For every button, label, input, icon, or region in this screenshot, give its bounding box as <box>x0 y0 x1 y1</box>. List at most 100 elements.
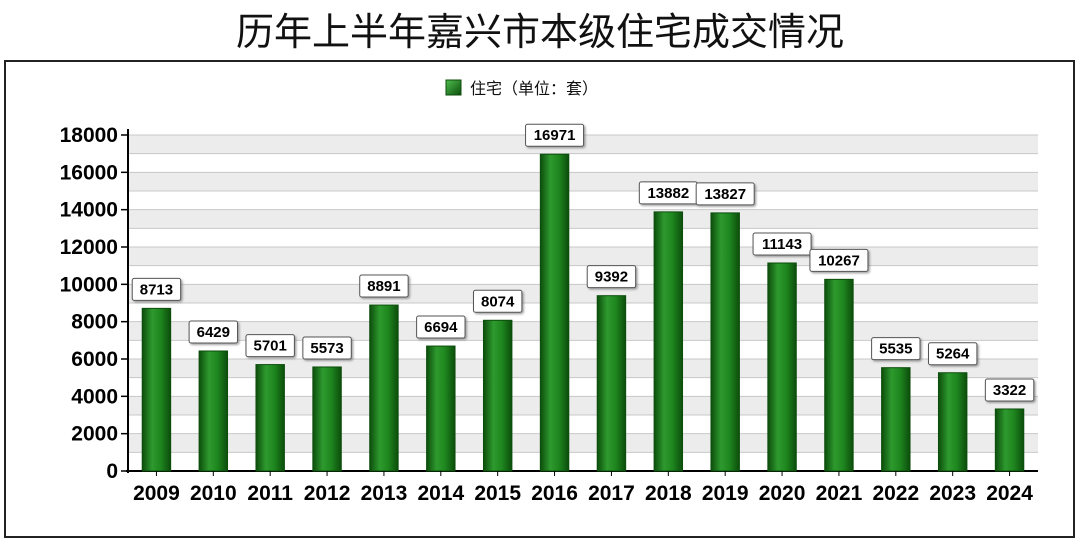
data-label-text: 11143 <box>762 236 802 253</box>
x-tick-label: 2013 <box>361 482 408 505</box>
bar-2009[interactable] <box>141 307 172 472</box>
bar-2012[interactable] <box>312 366 342 472</box>
data-label-box <box>302 336 352 360</box>
data-label-box <box>809 248 869 272</box>
bar-2013[interactable] <box>369 304 399 472</box>
data-label-2020: 11143 <box>752 232 812 256</box>
data-label-2009: 8713 <box>131 277 182 301</box>
grid-band <box>128 359 1038 378</box>
y-tick-label: 16000 <box>60 161 118 184</box>
data-label-2019: 13827 <box>695 182 755 206</box>
data-label-box <box>131 277 182 301</box>
data-label-text: 5264 <box>936 346 970 363</box>
bar-2016[interactable] <box>539 153 570 472</box>
data-label-2016: 16971 <box>525 123 585 147</box>
data-label-text: 9392 <box>595 269 628 286</box>
x-tick-label: 2022 <box>872 482 919 505</box>
data-label-2024: 3322 <box>984 378 1035 402</box>
y-tick-label: 18000 <box>60 124 118 147</box>
data-label-text: 8074 <box>481 293 515 310</box>
data-label-box <box>245 334 295 358</box>
x-tick-label: 2012 <box>304 482 351 505</box>
data-label-box <box>871 337 921 361</box>
chart-frame: 0 2000 4000 6000 8000 10000 12000 14000 16000 180… <box>4 60 1075 538</box>
data-label-2023: 5264 <box>927 342 978 366</box>
data-label-text: 5573 <box>310 340 343 357</box>
bar-2019[interactable] <box>710 212 740 472</box>
data-label-text: 8891 <box>367 278 400 295</box>
data-label-2022: 5535 <box>871 337 921 361</box>
data-label-2018: 13882 <box>638 181 698 205</box>
data-label-box <box>752 232 812 256</box>
data-label-2013: 8891 <box>359 274 409 298</box>
y-tick-label: 4000 <box>71 385 118 408</box>
y-tick-label: 6000 <box>71 348 118 371</box>
data-label-box <box>927 342 978 366</box>
x-tick-label: 2021 <box>816 482 863 505</box>
data-label-box <box>416 315 466 339</box>
data-label-2012: 5573 <box>302 336 352 360</box>
bar-2018[interactable] <box>653 211 684 472</box>
bar-2015[interactable] <box>482 319 513 472</box>
data-label-box <box>695 182 755 206</box>
data-label-text: 5701 <box>254 338 287 355</box>
x-tick-label: 2014 <box>417 482 464 505</box>
grid-band <box>128 284 1038 303</box>
x-tick-label: 2017 <box>588 482 635 505</box>
x-tick-label: 2009 <box>133 482 180 505</box>
data-label-box <box>984 378 1035 402</box>
x-tick-label: 2018 <box>645 482 692 505</box>
y-tick-label: 10000 <box>60 273 118 296</box>
x-tick-label: 2010 <box>190 482 237 505</box>
data-label-text: 10267 <box>818 252 860 269</box>
data-label-2015: 8074 <box>472 289 523 313</box>
bar-chart: 0 2000 4000 6000 8000 10000 12000 14000 16000 180… <box>60 79 1038 505</box>
legend-label: 住宅（单位：套） <box>470 79 598 98</box>
data-label-text: 6694 <box>424 319 458 336</box>
data-label-text: 13882 <box>647 185 689 202</box>
bar-2014[interactable] <box>426 345 456 472</box>
bar-2011[interactable] <box>255 364 285 472</box>
x-tick-label: 2011 <box>247 482 293 505</box>
grid-band <box>128 247 1038 266</box>
bar-2020[interactable] <box>767 262 797 472</box>
data-label-box <box>472 289 523 313</box>
bar-2022[interactable] <box>881 367 911 472</box>
grid-band <box>128 433 1038 453</box>
x-tick-label: 2024 <box>986 482 1033 505</box>
y-tick-label: 0 <box>106 460 118 483</box>
y-tick-label: 12000 <box>60 236 118 259</box>
data-label-box <box>525 123 585 147</box>
y-tick-label: 14000 <box>60 199 118 222</box>
bar-2024[interactable] <box>994 408 1025 472</box>
data-label-text: 13827 <box>704 186 746 203</box>
grid-band <box>128 321 1038 341</box>
data-label-2014: 6694 <box>416 315 466 339</box>
bar-2017[interactable] <box>596 295 627 472</box>
data-label-2021: 10267 <box>809 248 869 272</box>
x-tick-label: 2023 <box>929 482 976 505</box>
data-label-2010: 6429 <box>188 320 239 344</box>
bar-2021[interactable] <box>824 278 854 472</box>
data-label-text: 8713 <box>140 281 173 298</box>
legend-swatch <box>445 79 462 96</box>
x-tick-label: 2016 <box>531 482 578 505</box>
data-label-box <box>586 265 637 289</box>
x-tick-label: 2019 <box>702 482 749 505</box>
data-label-text: 3322 <box>993 382 1026 399</box>
grid-band <box>128 209 1038 229</box>
bar-2010[interactable] <box>198 350 229 472</box>
data-label-text: 6429 <box>197 324 230 341</box>
data-label-box <box>359 274 409 298</box>
grid-band <box>128 172 1038 191</box>
chart-title: 历年上半年嘉兴市本级住宅成交情况 <box>235 9 844 54</box>
x-tick-label: 2015 <box>474 482 521 505</box>
bar-2023[interactable] <box>937 372 968 472</box>
y-tick-label: 2000 <box>71 423 118 446</box>
x-tick-label: 2020 <box>759 482 806 505</box>
data-label-text: 5535 <box>879 341 912 358</box>
data-label-text: 16971 <box>534 127 576 144</box>
data-label-box <box>188 320 239 344</box>
data-label-2017: 9392 <box>586 265 637 289</box>
y-tick-label: 8000 <box>71 311 118 334</box>
